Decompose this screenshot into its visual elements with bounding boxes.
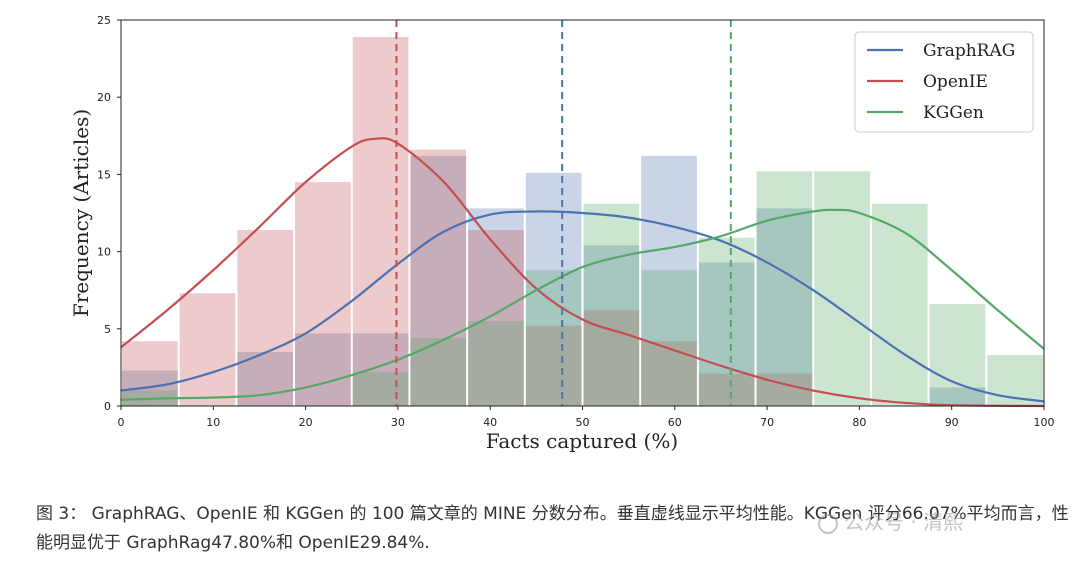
- openie-bar: [295, 182, 351, 406]
- mean-lines: [395, 20, 732, 406]
- graphrag-bar: [929, 387, 986, 406]
- legend-label: GraphRAG: [923, 41, 1015, 61]
- legend-box: [854, 31, 1034, 133]
- x-tick-label: 30: [391, 416, 405, 429]
- x-axis-ticks: 0 10 20 30 40 50 60 70 80 90 100: [118, 406, 1055, 429]
- x-tick-label: 80: [852, 416, 866, 429]
- y-tick-label: 0: [104, 400, 111, 413]
- kggen-bar: [641, 270, 697, 406]
- chart: 0 10 20 30 40 50 60 70 80 90 100 0 5 10 15 20 25 Facts …: [69, 14, 1055, 453]
- y-tick-label: 20: [97, 91, 111, 104]
- openie-bar: [641, 341, 697, 406]
- openie-bar: [525, 325, 582, 406]
- x-axis-label: Facts captured (%): [486, 429, 678, 453]
- openie-bar: [468, 229, 524, 406]
- y-axis-label: Frequency (Articles): [69, 109, 93, 317]
- openie-bar: [583, 310, 640, 406]
- graphrag-bar: [352, 333, 409, 406]
- kggen-kde-line: [120, 208, 1045, 401]
- openie-bar: [179, 293, 236, 406]
- graphrag-kde-line: [120, 210, 1045, 403]
- y-tick-label: 15: [97, 168, 111, 181]
- histogram-bars: [122, 36, 1043, 407]
- legend-label: OpenIE: [923, 72, 988, 92]
- kggen-bar: [468, 321, 524, 406]
- y-axis-ticks: 0 5 10 15 20 25: [97, 14, 121, 413]
- openie-bar: [698, 373, 755, 406]
- y-tick-label: 25: [97, 14, 111, 27]
- x-tick-label: 20: [299, 416, 313, 429]
- openie-bar: [352, 36, 409, 406]
- openie-bar: [237, 229, 294, 406]
- density-curves: [120, 137, 1045, 408]
- x-tick-label: 40: [483, 416, 497, 429]
- graphrag-bar: [641, 155, 697, 406]
- x-tick-label: 90: [945, 416, 959, 429]
- kggen-bar: [352, 372, 409, 406]
- kggen-bar: [525, 270, 582, 406]
- openie-kde-line: [120, 137, 1045, 408]
- legend-label: KGGen: [923, 103, 984, 123]
- kggen-bar: [698, 237, 755, 406]
- x-tick-label: 100: [1034, 416, 1055, 429]
- x-tick-label: 50: [576, 416, 590, 429]
- y-tick-label: 10: [97, 246, 111, 259]
- openie-bar: [410, 149, 467, 407]
- kggen-bar: [871, 203, 928, 406]
- y-tick-label: 5: [104, 323, 111, 336]
- kggen-bar: [814, 171, 870, 406]
- openie-bar: [122, 341, 178, 406]
- kggen-bar: [583, 203, 640, 406]
- kggen-bar: [410, 338, 467, 406]
- x-tick-label: 10: [206, 416, 220, 429]
- graphrag-bar: [698, 262, 755, 406]
- x-tick-label: 70: [760, 416, 774, 429]
- legend: GraphRAG OpenIE KGGen: [854, 31, 1034, 133]
- graphrag-bar: [295, 333, 351, 406]
- figure-caption: 图 3： GraphRAG、OpenIE 和 KGGen 的 100 篇文章的 …: [36, 504, 1069, 553]
- graphrag-bar: [756, 208, 813, 406]
- x-tick-label: 0: [118, 416, 125, 429]
- x-tick-label: 60: [668, 416, 682, 429]
- graphrag-bar: [468, 208, 524, 406]
- graphrag-bar: [583, 245, 640, 406]
- kggen-bar: [756, 171, 813, 406]
